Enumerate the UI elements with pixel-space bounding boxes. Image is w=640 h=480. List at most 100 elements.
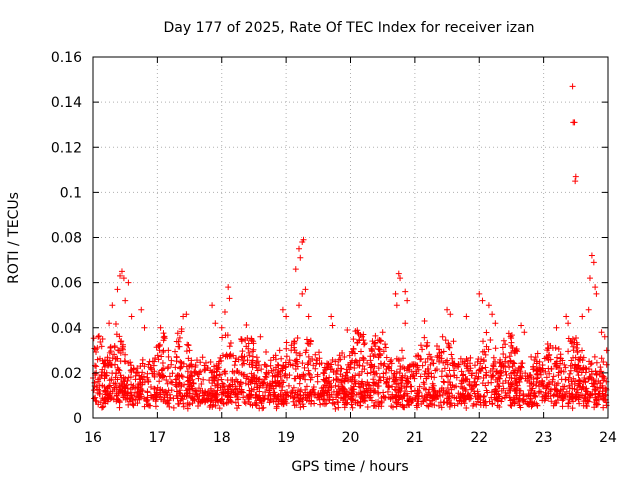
data-point [588, 252, 595, 259]
baseline-point [407, 373, 414, 380]
baseline-point [244, 357, 251, 364]
data-point [585, 306, 592, 313]
baseline-point [473, 369, 480, 376]
baseline-point [98, 343, 105, 350]
baseline-point [100, 403, 107, 410]
baseline-point [477, 402, 484, 409]
baseline-point [566, 390, 573, 397]
baseline-point [552, 400, 559, 407]
baseline-point [139, 369, 146, 376]
baseline-point [430, 360, 437, 367]
baseline-point [565, 400, 572, 407]
baseline-point [439, 333, 446, 340]
baseline-point [115, 397, 122, 404]
baseline-point [549, 378, 556, 385]
baseline-point [283, 345, 290, 352]
baseline-point [235, 356, 242, 363]
baseline-point [444, 390, 451, 397]
data-point [296, 245, 302, 252]
baseline-point [480, 338, 487, 345]
data-point [296, 302, 302, 309]
baseline-point [365, 389, 372, 396]
baseline-point [322, 366, 329, 373]
baseline-point [356, 337, 363, 344]
baseline-point [346, 366, 353, 373]
baseline-point [250, 338, 257, 345]
baseline-point [321, 382, 328, 389]
baseline-point [507, 333, 514, 340]
baseline-point [588, 375, 595, 382]
baseline-point [210, 390, 217, 397]
baseline-point [536, 358, 543, 365]
baseline-point [496, 404, 503, 411]
baseline-point [266, 399, 273, 406]
baseline-point [293, 349, 300, 356]
baseline-point [109, 355, 116, 362]
data-point [392, 290, 399, 297]
baseline-point [122, 396, 129, 403]
data-point [173, 383, 180, 390]
baseline-point [552, 386, 559, 393]
baseline-point [317, 401, 324, 408]
x-tick-label: 18 [213, 430, 231, 446]
baseline-point [284, 374, 291, 381]
baseline-point [401, 391, 408, 398]
baseline-point [567, 367, 574, 374]
baseline-point [423, 375, 430, 382]
baseline-point [353, 358, 360, 365]
x-tick-label: 16 [84, 430, 102, 446]
baseline-point [593, 371, 600, 378]
data-point [431, 374, 438, 381]
baseline-point [194, 402, 201, 409]
y-tick-label: 0.1 [60, 185, 82, 201]
baseline-point [260, 404, 267, 411]
baseline-point [557, 355, 564, 362]
baseline-point [276, 382, 283, 389]
baseline-point [248, 370, 255, 377]
baseline-point [462, 386, 469, 393]
baseline-point [133, 369, 140, 376]
baseline-point [348, 393, 355, 400]
baseline-point [263, 363, 270, 370]
data-point [279, 306, 286, 313]
data-point [482, 351, 489, 358]
baseline-point [96, 355, 103, 362]
baseline-point [562, 376, 569, 383]
baseline-point [356, 362, 363, 369]
baseline-point [107, 382, 114, 389]
data-point [122, 358, 129, 365]
baseline-point [389, 404, 396, 411]
baseline-point [190, 380, 197, 387]
baseline-point [548, 365, 555, 372]
baseline-point [117, 349, 124, 356]
baseline-point [460, 397, 467, 404]
x-tick-label: 23 [535, 430, 553, 446]
baseline-point [411, 375, 418, 382]
baseline-point [337, 394, 344, 401]
baseline-point [316, 361, 323, 368]
baseline-point [145, 402, 152, 409]
data-point [569, 83, 576, 90]
baseline-point [116, 386, 123, 393]
baseline-point [380, 389, 387, 396]
baseline-point [316, 349, 323, 356]
baseline-point [414, 352, 421, 359]
baseline-point [229, 386, 236, 393]
baseline-point [283, 353, 290, 360]
baseline-point [166, 373, 173, 380]
baseline-point [440, 359, 447, 366]
baseline-point [282, 396, 289, 403]
baseline-point [116, 333, 123, 340]
baseline-point [197, 368, 204, 375]
baseline-point [577, 378, 584, 385]
baseline-point [362, 393, 369, 400]
baseline-point [383, 378, 390, 385]
baseline-point [349, 373, 356, 380]
baseline-point [139, 379, 146, 386]
baseline-point [574, 348, 581, 355]
baseline-point [169, 379, 176, 386]
baseline-point [97, 339, 104, 346]
baseline-point [169, 370, 176, 377]
data-point [109, 302, 116, 309]
data-point [125, 279, 132, 286]
